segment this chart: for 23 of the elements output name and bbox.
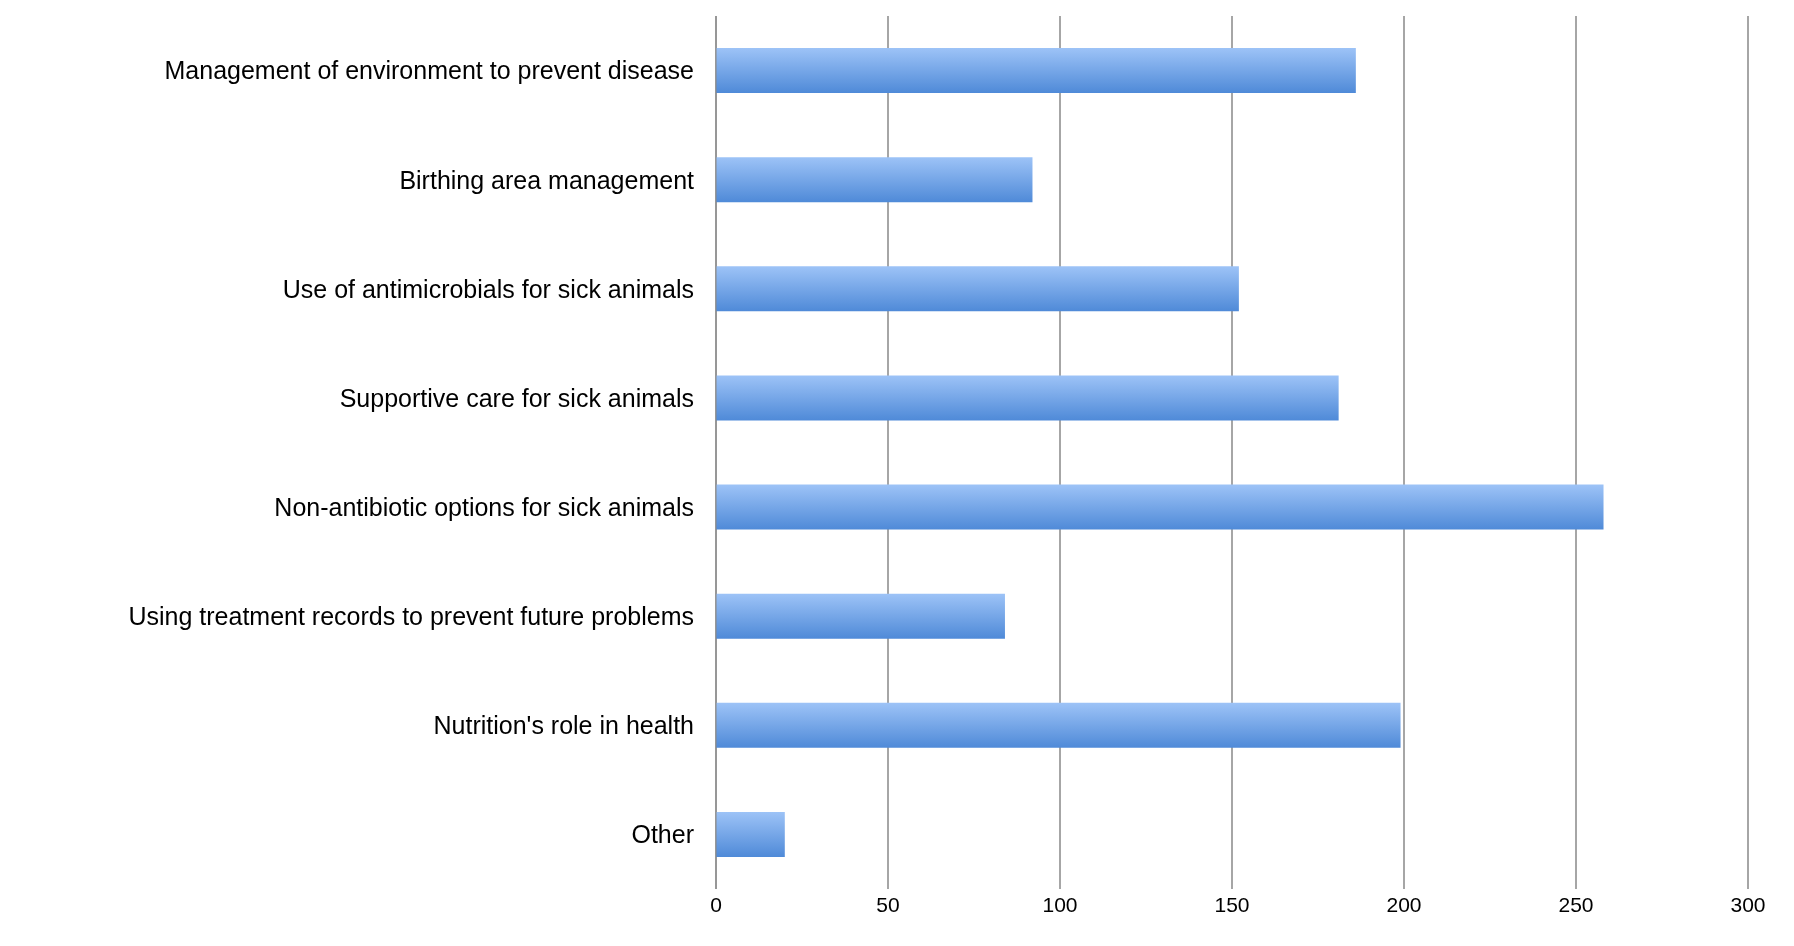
x-tick-label: 0 — [710, 892, 722, 916]
y-tick-label: Birthing area management — [399, 165, 695, 194]
x-tick-label: 250 — [1558, 892, 1594, 916]
y-tick-label: Management of environment to prevent disease — [164, 56, 694, 85]
bar — [716, 702, 1401, 748]
y-tick-label: Other — [631, 820, 694, 849]
bar — [716, 484, 1604, 530]
y-tick-label: Using treatment records to prevent future problems — [128, 602, 694, 631]
bar — [716, 157, 1033, 203]
x-tick-label: 100 — [1042, 892, 1078, 916]
y-tick-label: Supportive care for sick animals — [339, 383, 694, 412]
x-tick-label: 150 — [1214, 892, 1250, 916]
x-tick-label: 50 — [876, 892, 900, 916]
bar — [716, 48, 1356, 93]
y-tick-label: Non-antibiotic options for sick animals — [274, 492, 694, 521]
bar — [716, 593, 1005, 639]
y-tick-label: Nutrition's role in health — [433, 711, 694, 740]
x-tick-label: 300 — [1730, 892, 1766, 916]
bar — [716, 811, 785, 857]
bar — [716, 375, 1339, 421]
bar — [716, 266, 1239, 312]
x-tick-label: 200 — [1386, 892, 1422, 916]
y-tick-label: Use of antimicrobials for sick animals — [282, 274, 694, 303]
